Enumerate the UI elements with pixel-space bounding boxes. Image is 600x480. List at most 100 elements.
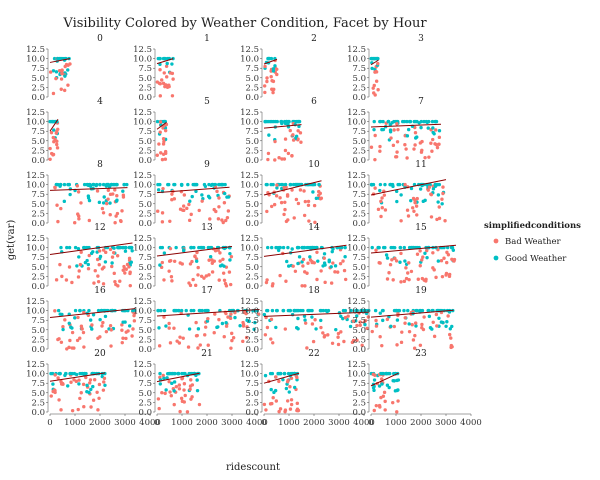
data-point: [49, 151, 54, 156]
data-point: [407, 322, 411, 326]
data-point: [279, 200, 284, 205]
data-point: [109, 344, 113, 348]
data-point: [378, 311, 383, 315]
data-point: [285, 399, 290, 403]
data-point: [435, 324, 439, 328]
data-point: [413, 321, 418, 325]
data-point: [295, 182, 300, 187]
data-point: [244, 335, 249, 340]
data-point: [120, 328, 124, 332]
data-point: [441, 191, 445, 196]
y-tick-label: 12.5: [240, 234, 259, 244]
data-point: [76, 190, 81, 194]
data-point: [91, 384, 95, 389]
data-point: [169, 394, 173, 398]
facet-label: 5: [204, 97, 210, 107]
data-point: [437, 216, 442, 221]
data-point: [174, 308, 178, 313]
y-tick-label: 12.5: [347, 108, 366, 118]
data-point: [117, 245, 122, 250]
data-point: [187, 218, 192, 223]
data-point: [433, 142, 437, 146]
data-point: [274, 399, 279, 403]
data-point: [278, 273, 282, 278]
y-tick-label: 2.5: [245, 335, 259, 345]
data-point: [376, 88, 380, 92]
y-tick-label: 2.5: [138, 83, 152, 93]
data-point: [421, 255, 425, 259]
data-point: [56, 219, 60, 224]
data-point: [275, 67, 279, 72]
data-point: [323, 280, 327, 285]
data-point: [60, 381, 65, 386]
trend-line: [370, 372, 399, 387]
data-point: [54, 76, 58, 81]
data-point: [272, 202, 277, 207]
data-point: [128, 245, 133, 250]
trend-line: [49, 308, 136, 319]
y-tick-label: 2.5: [138, 335, 152, 345]
data-point: [121, 268, 125, 272]
data-point: [64, 278, 69, 282]
data-point: [100, 206, 105, 211]
data-point: [444, 324, 448, 328]
data-point: [101, 182, 106, 187]
data-point: [331, 261, 335, 265]
data-point: [381, 318, 385, 323]
data-point: [160, 220, 165, 224]
data-point: [354, 308, 358, 313]
data-point: [229, 312, 233, 316]
data-point: [265, 76, 269, 80]
data-point: [189, 378, 193, 382]
data-point: [278, 407, 283, 411]
y-tick-label: 7.5: [352, 379, 366, 389]
data-point: [381, 245, 386, 250]
facet-label: 22: [308, 349, 319, 359]
data-point: [342, 268, 347, 273]
data-point: [429, 215, 434, 219]
data-point: [269, 245, 274, 250]
data-point: [164, 64, 169, 68]
data-point: [101, 201, 106, 205]
data-point: [428, 325, 433, 330]
data-point: [228, 316, 233, 321]
data-point: [279, 119, 283, 124]
data-point: [127, 265, 131, 269]
data-point: [192, 308, 196, 313]
y-tick-label: 10.0: [240, 370, 259, 380]
data-point: [440, 197, 444, 201]
data-point: [296, 316, 300, 321]
y-tick-label: 12.5: [26, 234, 45, 244]
trend-line: [263, 180, 322, 196]
data-point: [341, 316, 345, 321]
y-tick-label: 12.5: [240, 360, 259, 370]
data-point: [212, 331, 216, 335]
trend-line: [370, 244, 457, 254]
data-point: [198, 343, 202, 347]
data-point: [286, 151, 291, 156]
y-tick-label: 5.0: [31, 74, 45, 84]
data-point: [265, 325, 270, 330]
data-point: [48, 70, 53, 74]
x-tick-label: 0: [154, 418, 159, 428]
data-point: [187, 202, 191, 207]
data-point: [229, 254, 234, 259]
y-tick-label: 2.5: [352, 146, 366, 156]
data-point: [407, 329, 412, 334]
facet-label: 13: [201, 223, 213, 233]
data-point: [452, 257, 457, 262]
data-point: [303, 318, 307, 322]
data-point: [191, 277, 195, 282]
data-point: [158, 130, 162, 134]
data-point: [385, 317, 390, 322]
data-point: [374, 324, 379, 328]
data-point: [123, 320, 127, 324]
data-point: [429, 141, 433, 145]
y-tick-label: 5.0: [352, 326, 366, 336]
data-point: [294, 197, 299, 202]
y-tick-label: 0.0: [245, 156, 259, 166]
y-tick-label: 0.0: [138, 345, 152, 355]
data-point: [97, 263, 101, 267]
y-tick-label: 10.0: [133, 244, 152, 254]
data-point: [162, 308, 167, 313]
